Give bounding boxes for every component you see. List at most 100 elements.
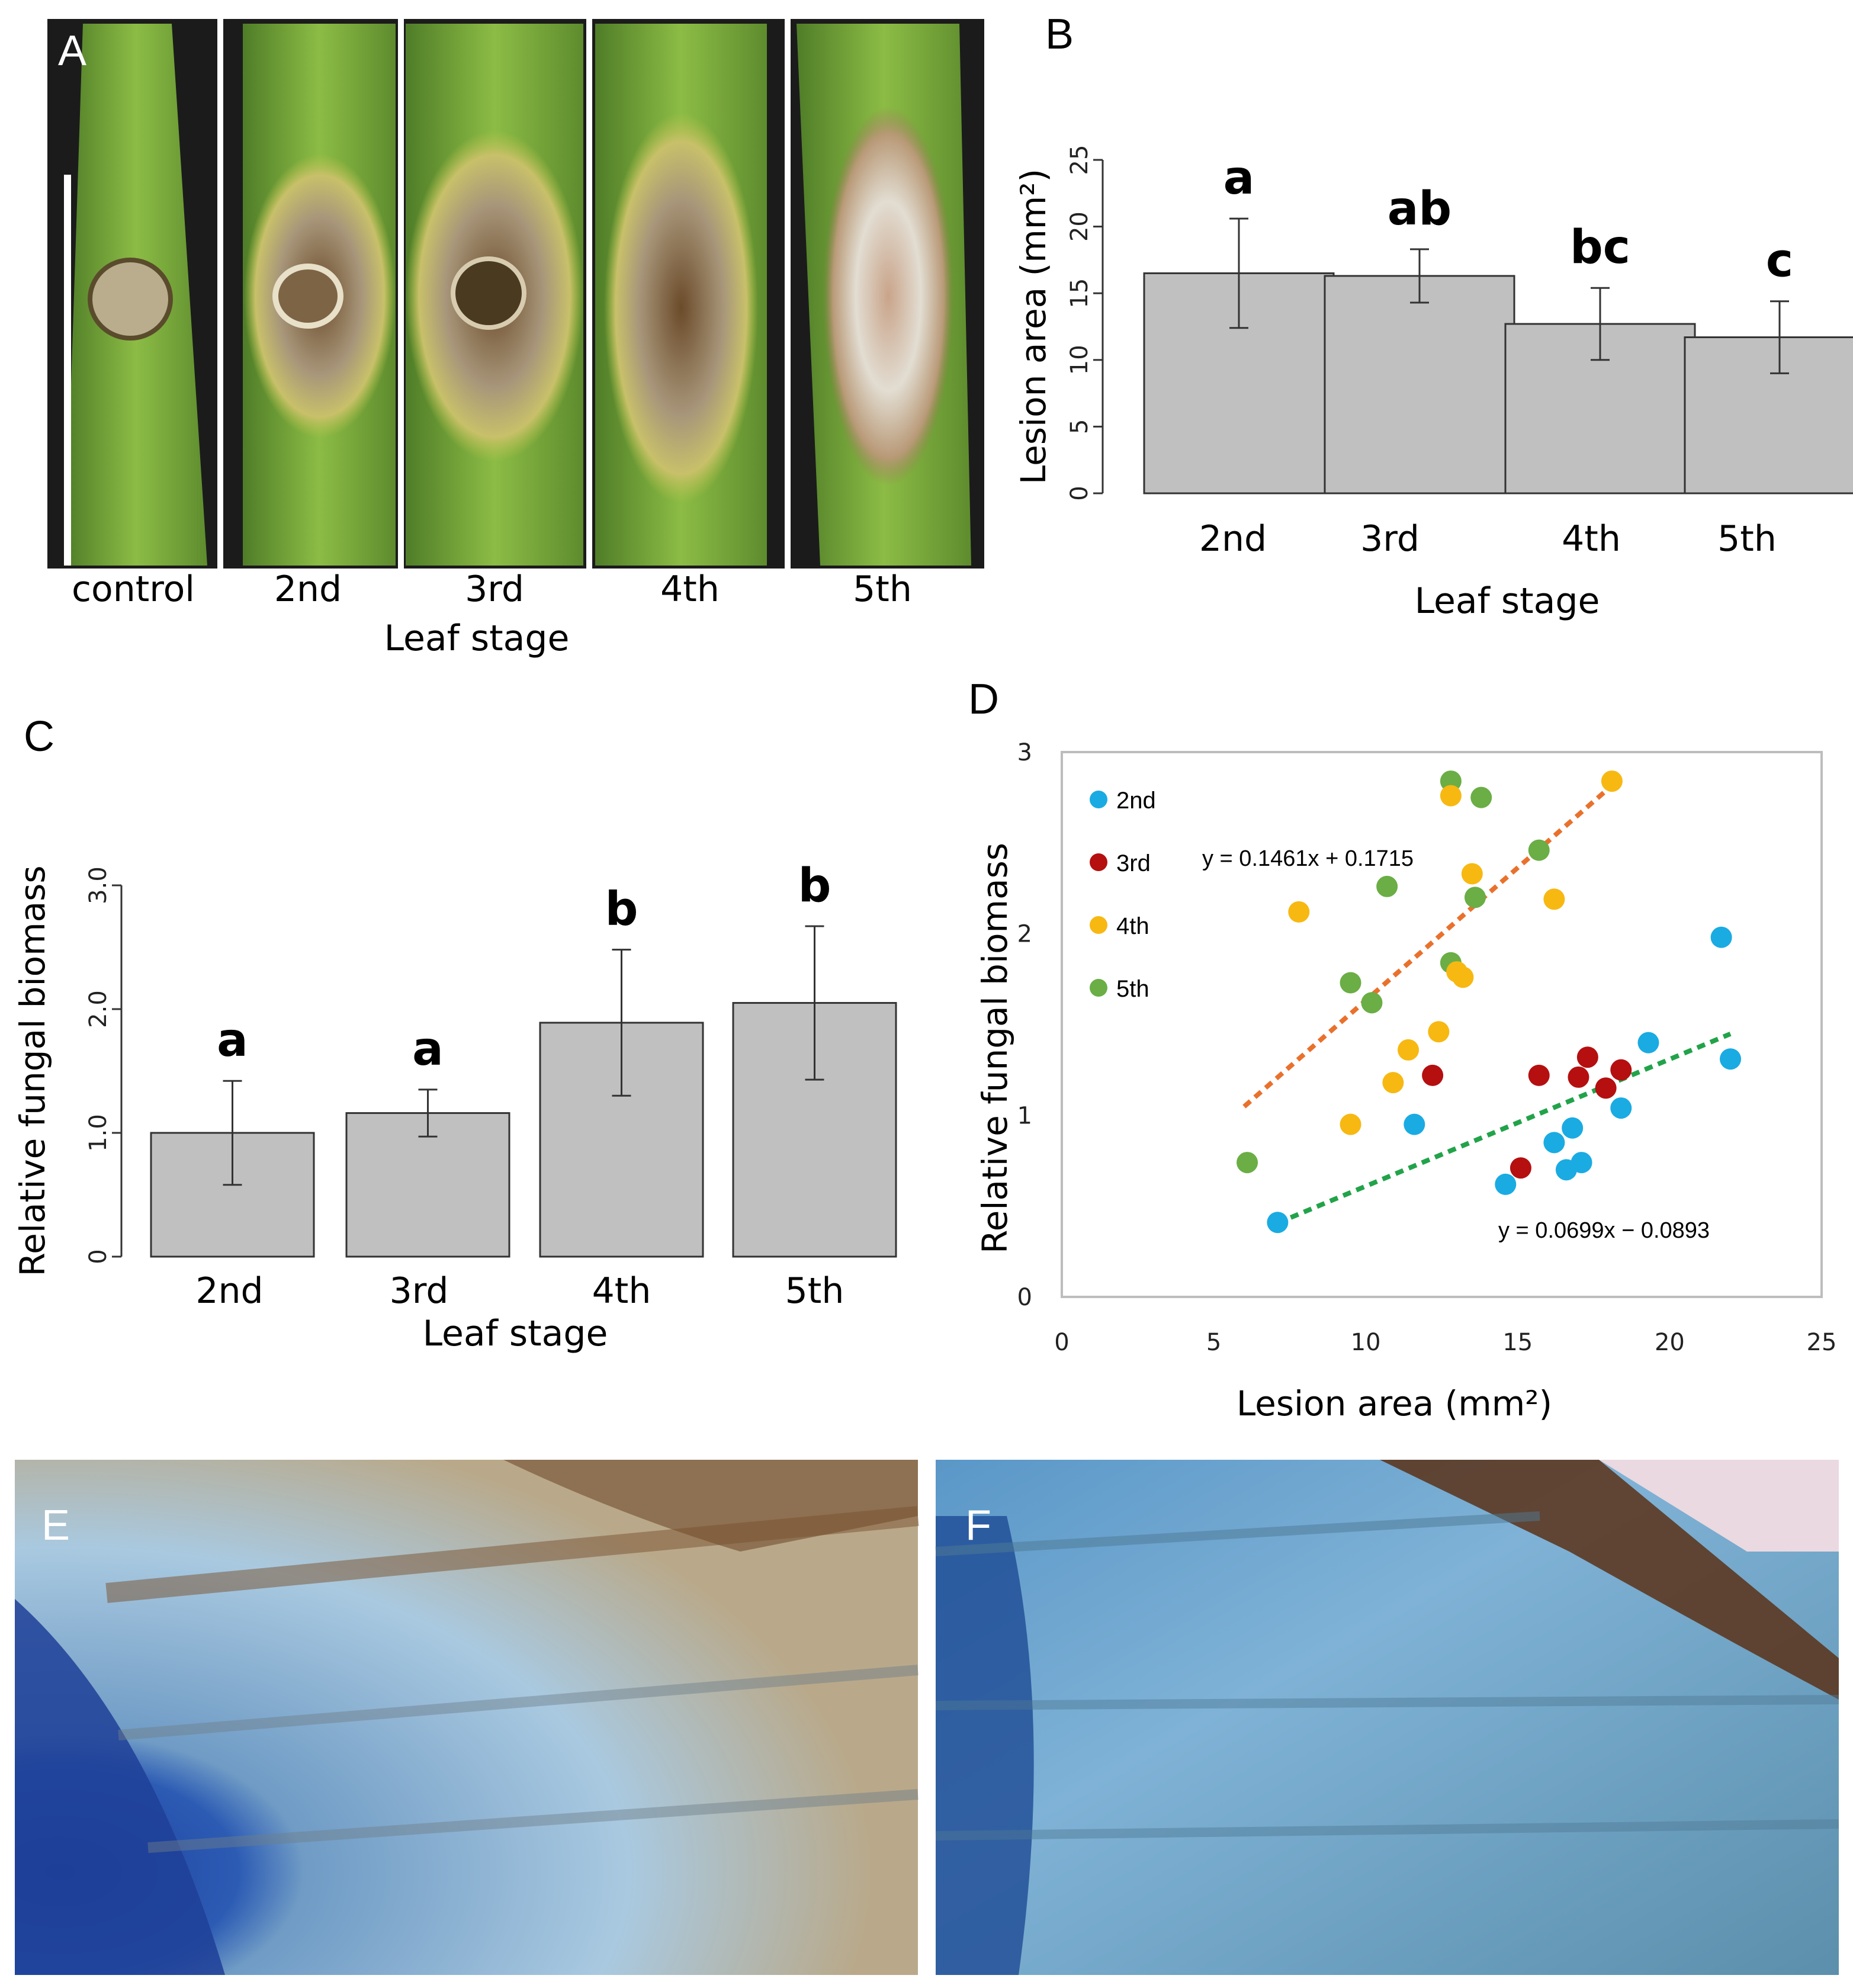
legend-marker-4th	[1090, 916, 1107, 934]
panel-a-photo: A control 2nd 3rd 4th 5th Leaf stage	[47, 19, 984, 659]
legend-label-3rd: 3rd	[1116, 850, 1151, 876]
point-3rd	[1422, 1064, 1444, 1086]
plot-frame	[1061, 751, 1823, 1298]
significance-label-3rd: ab	[1388, 182, 1451, 236]
significance-label-4th: bc	[1570, 221, 1630, 274]
bar-5th	[1684, 336, 1853, 494]
photo-divider	[785, 19, 791, 569]
point-5th	[1361, 992, 1383, 1014]
y-tick-label: 5	[1066, 419, 1093, 434]
trendline-equation-orange: y = 0.1461x + 0.1715	[1202, 846, 1414, 871]
bar-3rd	[1324, 275, 1515, 494]
panel-letter-d: D	[968, 676, 999, 723]
micrograph-f	[936, 1460, 1839, 1975]
biomass-vs-lesion-scatter: 0 5 10 15 20 25 0 1 2 3 Lesion area (mm²) Relative …	[975, 739, 1836, 1424]
x-tick-label-4th: 4th	[1562, 518, 1621, 560]
legend-marker-2nd	[1090, 791, 1107, 808]
leaf-4th	[595, 24, 767, 566]
point-4th	[1382, 1072, 1404, 1094]
y-tick-label: 1	[1017, 1102, 1032, 1129]
photo-label-5th: 5th	[853, 569, 912, 610]
x-tick-label: 25	[1807, 1329, 1837, 1356]
y-tick-label: 20	[1066, 211, 1093, 242]
panel-e-micrograph: E	[15, 1460, 919, 1975]
x-tick-label-3rd: 3rd	[390, 1270, 449, 1312]
significance-label-3rd: a	[412, 1023, 444, 1076]
panel-letter-b: B	[1045, 11, 1074, 58]
x-tick-label-4th: 4th	[592, 1270, 651, 1312]
legend-label-5th: 5th	[1116, 976, 1149, 1002]
point-2nd	[1543, 1132, 1565, 1154]
y-tick-label: 0	[1017, 1284, 1032, 1311]
panel-letter-c: C	[24, 713, 54, 760]
point-5th	[1464, 887, 1486, 908]
y-tick-label: 3	[1017, 739, 1032, 766]
x-tick-label-2nd: 2nd	[1199, 518, 1267, 560]
y-tick-label: 10	[1066, 345, 1093, 375]
x-tick-label-5th: 5th	[1717, 518, 1777, 560]
point-2nd	[1571, 1152, 1592, 1174]
point-3rd	[1595, 1077, 1617, 1099]
point-2nd	[1637, 1032, 1659, 1054]
point-5th	[1340, 972, 1361, 994]
x-tick-label: 15	[1502, 1329, 1533, 1356]
point-3rd	[1528, 1064, 1550, 1086]
x-tick-label: 5	[1206, 1329, 1221, 1356]
point-4th	[1440, 785, 1462, 807]
x-axis-title: Lesion area (mm²)	[1237, 1383, 1552, 1424]
leaf-3rd	[406, 24, 583, 566]
point-4th	[1428, 1021, 1450, 1043]
x-axis-title: Leaf stage	[423, 1313, 608, 1354]
point-2nd	[1610, 1097, 1632, 1119]
y-axis-title: Lesion area (mm²)	[1013, 169, 1054, 484]
photo-divider	[398, 19, 404, 569]
point-5th	[1528, 839, 1550, 861]
point-5th	[1376, 875, 1398, 897]
y-axis-title: Relative fungal biomass	[12, 865, 53, 1276]
panel-letter-e: E	[41, 1502, 70, 1549]
leaf-2nd	[243, 24, 396, 566]
leaf-control	[65, 24, 207, 566]
y-tick-label: 1.0	[85, 1114, 112, 1152]
x-tick-label: 10	[1351, 1329, 1381, 1356]
point-4th	[1452, 966, 1474, 988]
point-4th	[1340, 1113, 1361, 1135]
y-tick-label: 25	[1066, 145, 1093, 175]
photo-xlabel: Leaf stage	[384, 618, 570, 659]
legend-marker-3rd	[1090, 853, 1107, 871]
point-2nd	[1404, 1113, 1425, 1135]
photo-label-2nd: 2nd	[274, 569, 342, 610]
significance-label-4th: b	[605, 883, 638, 936]
y-tick-label: 0	[1066, 486, 1093, 500]
point-4th	[1398, 1039, 1420, 1061]
fungal-biomass-bar-chart: 0 1.0 2.0 3.0 Relative fungal biomass a 2nd a 3r…	[12, 859, 897, 1354]
significance-label-2nd: a	[1223, 152, 1255, 205]
point-2nd	[1720, 1048, 1742, 1070]
point-3rd	[1576, 1046, 1598, 1068]
x-tick-label: 0	[1054, 1329, 1069, 1356]
panel-letter-a: A	[58, 27, 86, 75]
point-2nd	[1562, 1117, 1584, 1139]
trendline-0	[1242, 783, 1614, 1109]
y-tick-label: 0	[85, 1249, 112, 1264]
photo-label-3rd: 3rd	[465, 569, 524, 610]
y-tick-label: 3.0	[85, 866, 112, 904]
photo-label-control: control	[72, 569, 195, 610]
point-2nd	[1267, 1212, 1289, 1234]
point-5th	[1237, 1152, 1258, 1174]
significance-label-5th: b	[798, 859, 831, 913]
y-tick-label: 2.0	[85, 990, 112, 1028]
y-tick-label: 15	[1066, 278, 1093, 309]
lesion-area-bar-chart: 0 5 10 15 20 25 Lesion area (mm²) a 2nd ab 3rd bc 4t…	[1013, 145, 1853, 622]
significance-label-2nd: a	[217, 1014, 248, 1067]
trendline-1	[1276, 1032, 1732, 1225]
panel-letter-f: F	[965, 1502, 991, 1549]
significance-label-5th: c	[1766, 235, 1793, 288]
legend-marker-5th	[1090, 979, 1107, 997]
x-tick-label: 20	[1655, 1329, 1685, 1356]
photo-divider	[586, 19, 592, 569]
point-5th	[1470, 786, 1492, 808]
photo-label-4th: 4th	[660, 569, 720, 610]
point-4th	[1461, 863, 1483, 885]
